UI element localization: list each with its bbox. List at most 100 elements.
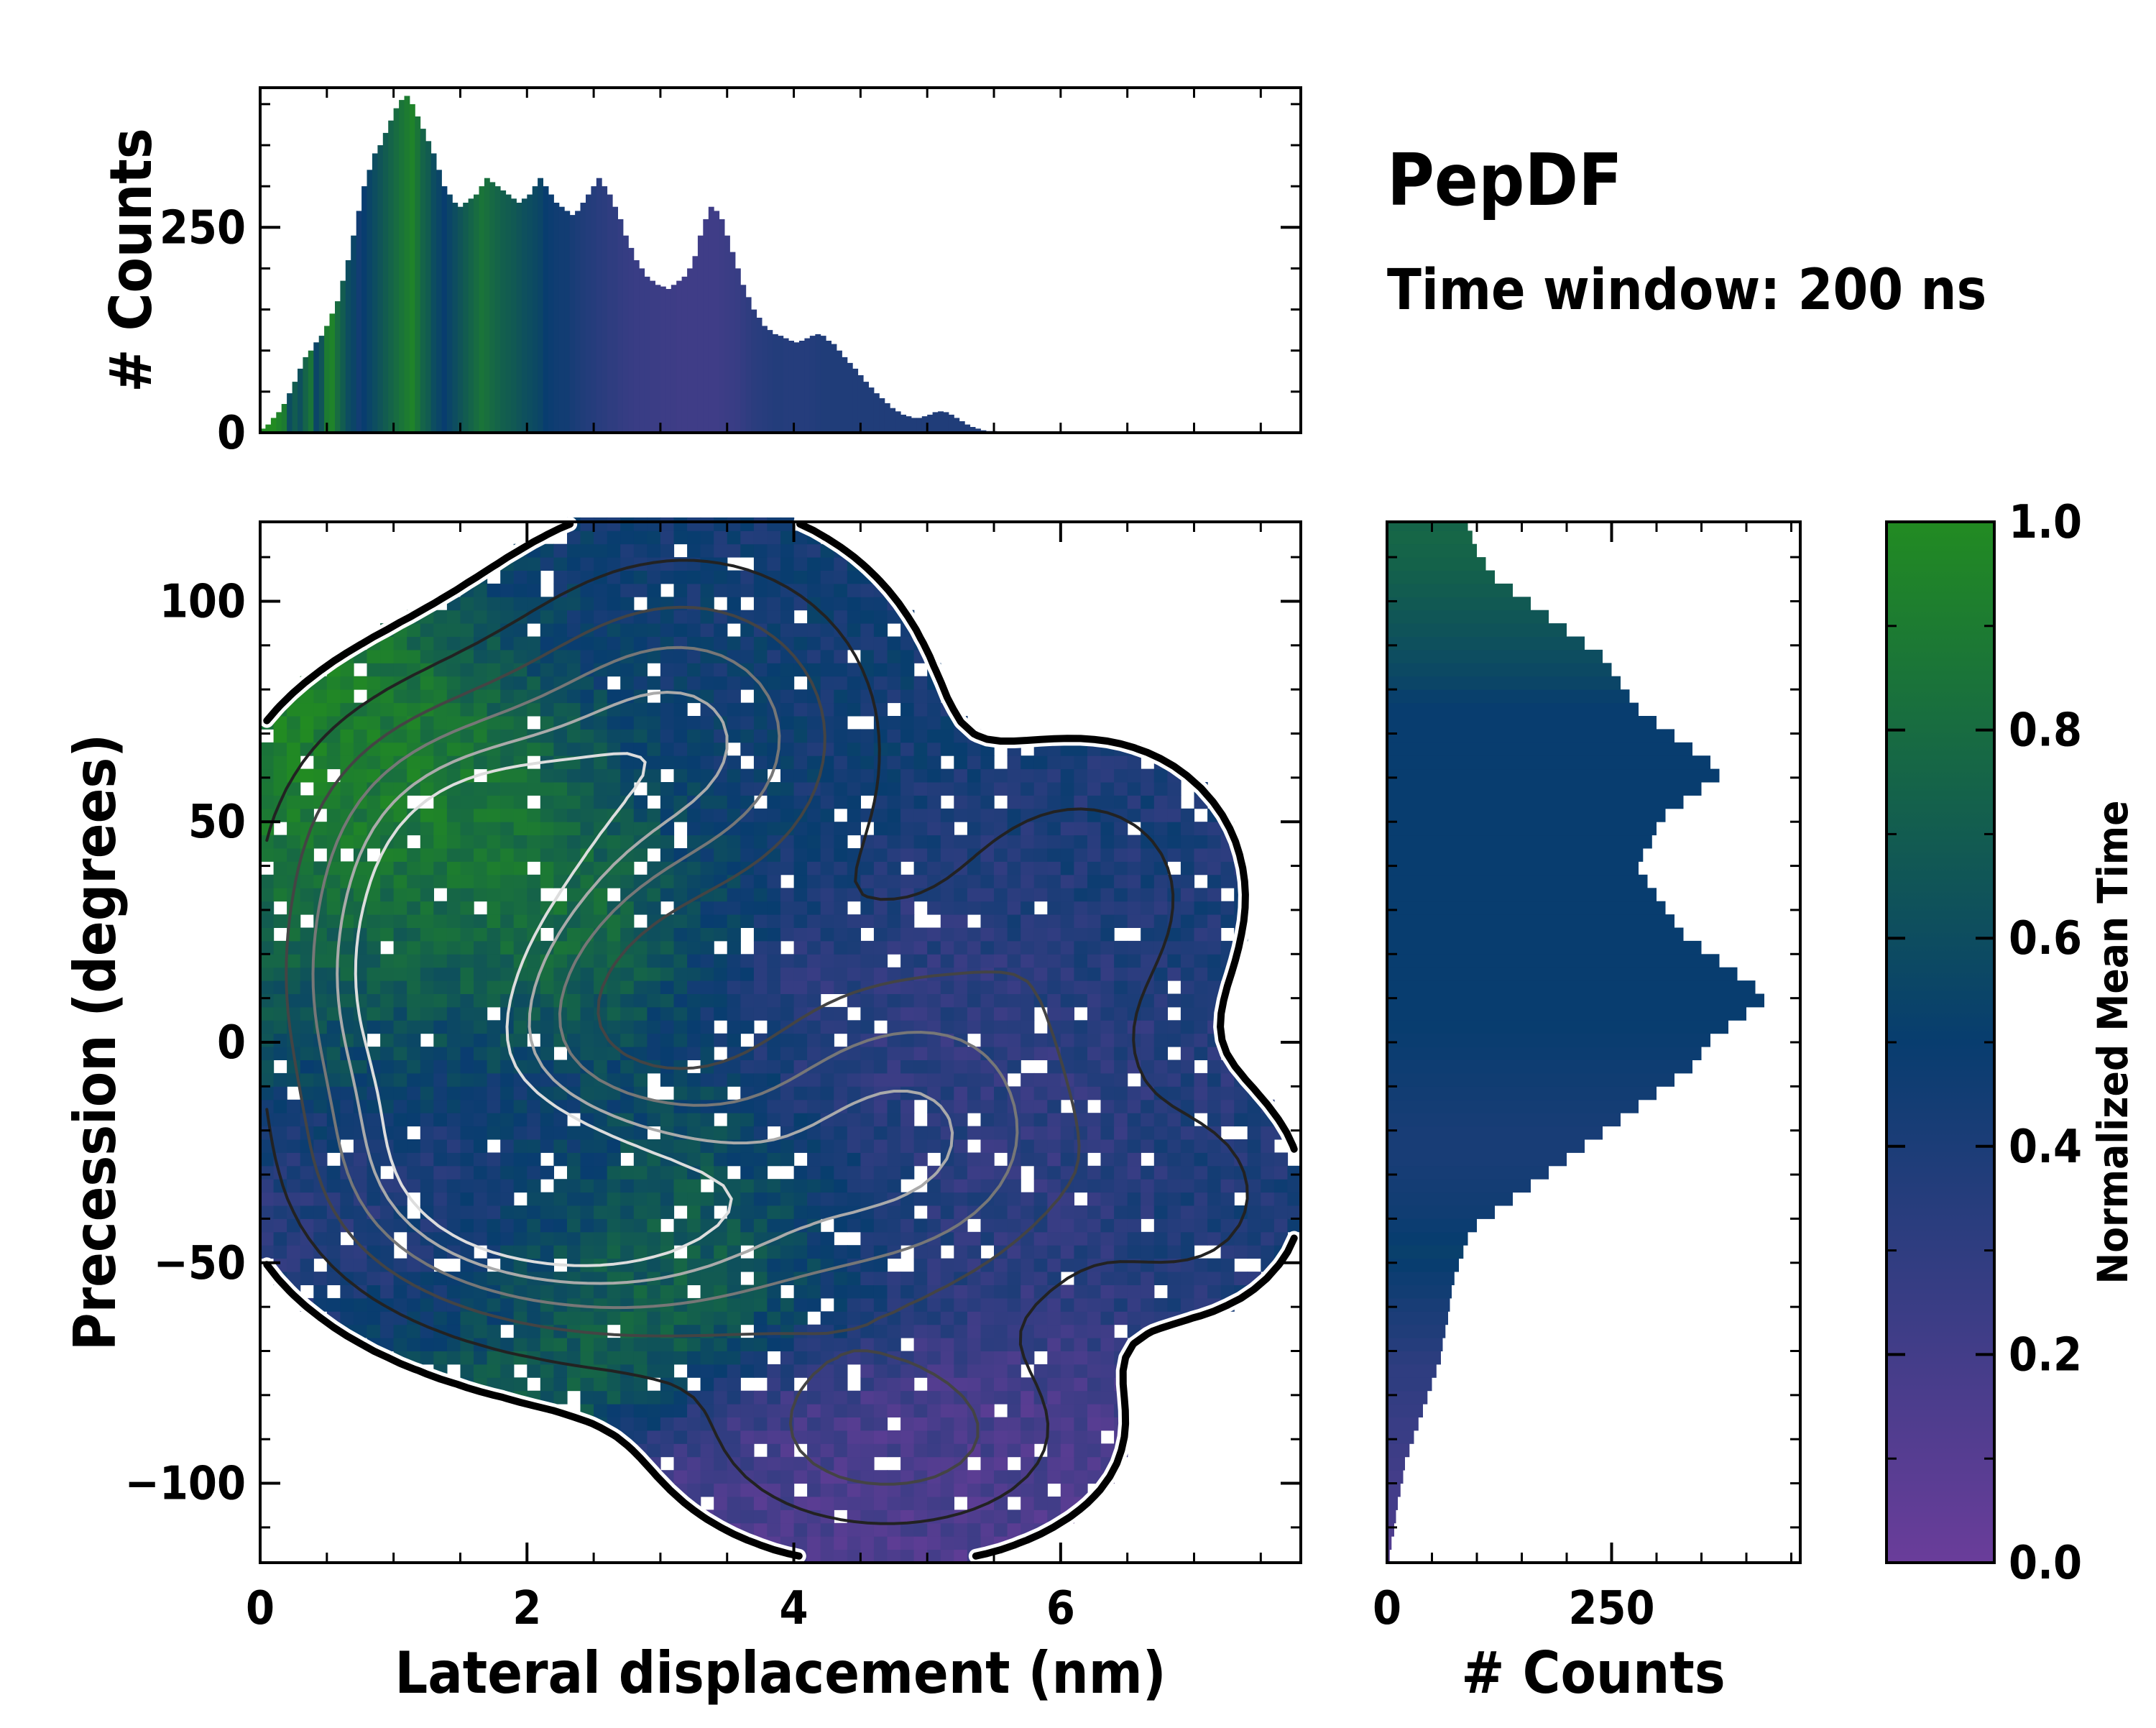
heatmap-cell: [1033, 861, 1048, 876]
heatmap-cell: [980, 1483, 995, 1497]
top-histogram-bar: [420, 129, 426, 433]
heatmap-cell: [487, 1152, 501, 1167]
heatmap-cell: [1141, 1192, 1155, 1206]
heatmap-cell: [460, 1324, 474, 1338]
heatmap-cell: [260, 768, 275, 783]
heatmap-cell: [1153, 1060, 1168, 1074]
heatmap-cell: [780, 848, 795, 862]
heatmap-cell: [767, 1047, 781, 1060]
heatmap-cell: [1127, 1297, 1141, 1312]
heatmap-cell: [1127, 1231, 1141, 1246]
heatmap-cell: [594, 848, 608, 862]
heatmap-cell: [767, 597, 781, 611]
heatmap-cell: [340, 676, 354, 690]
heatmap-cell: [260, 888, 275, 902]
heatmap-cell: [860, 1522, 875, 1537]
heatmap-cell: [673, 1047, 688, 1060]
heatmap-cell: [474, 848, 488, 862]
heatmap-cell: [1100, 1417, 1115, 1431]
heatmap-cell: [834, 755, 848, 770]
heatmap-cell: [834, 1006, 848, 1021]
right-histogram-bar: [1387, 597, 1531, 611]
heatmap-cell: [594, 1404, 608, 1417]
heatmap-cell: [954, 1404, 968, 1417]
heatmap-cell: [633, 663, 648, 677]
heatmap-cell: [753, 1351, 768, 1365]
right-histogram-bar: [1387, 954, 1720, 968]
top-histogram-bar: [276, 412, 282, 433]
heatmap-cell: [647, 768, 661, 783]
heatmap-cell: [433, 1179, 448, 1193]
heatmap-cell: [807, 1192, 821, 1206]
heatmap-cell: [527, 1072, 541, 1087]
heatmap-cell: [807, 1351, 821, 1365]
heatmap-cell: [860, 1272, 875, 1285]
heatmap-cell: [873, 967, 888, 981]
top-histogram-bar: [409, 104, 415, 433]
heatmap-cell: [1100, 1443, 1115, 1458]
heatmap-cell: [793, 663, 808, 677]
heatmap-cell: [393, 1020, 407, 1034]
heatmap-cell: [313, 1272, 328, 1285]
heatmap-cell: [340, 980, 354, 994]
colorbar-tick-label: 0.0: [2009, 1537, 2082, 1590]
heatmap-cell: [513, 597, 528, 611]
heatmap-cell: [807, 1536, 821, 1550]
heatmap-cell: [887, 1033, 901, 1047]
heatmap-cell: [367, 1139, 381, 1153]
heatmap-cell: [326, 1033, 341, 1047]
heatmap-cell: [887, 914, 901, 928]
top-histogram-bar: [906, 416, 912, 433]
right-histogram-bar: [1387, 768, 1720, 783]
heatmap-cell: [887, 1549, 901, 1563]
heatmap-cell: [913, 954, 928, 968]
heatmap-cell: [1287, 1165, 1302, 1180]
heatmap-cell: [673, 1351, 688, 1365]
heatmap-cell: [900, 822, 915, 836]
main-xtick-label: 6: [1046, 1582, 1075, 1635]
heatmap-cell: [647, 1338, 661, 1351]
heatmap-cell: [540, 835, 554, 849]
right-histogram-bar: [1387, 888, 1657, 902]
heatmap-cell: [580, 1205, 594, 1219]
heatmap-cell: [647, 835, 661, 849]
heatmap-cell: [820, 1522, 834, 1537]
heatmap-cell: [980, 1284, 995, 1299]
top-histogram-bar: [644, 276, 650, 433]
heatmap-cell: [1060, 1205, 1074, 1219]
heatmap-cell: [1220, 848, 1235, 862]
heatmap-cell: [714, 1099, 728, 1113]
heatmap-cell: [900, 1218, 915, 1233]
heatmap-cell: [1021, 782, 1035, 796]
heatmap-cell: [820, 1086, 834, 1100]
heatmap-cell: [1047, 874, 1061, 888]
heatmap-cell: [1074, 1404, 1088, 1417]
heatmap-cell: [714, 901, 728, 915]
heatmap-cell: [887, 940, 901, 955]
heatmap-cell: [1100, 967, 1115, 981]
heatmap-cell: [767, 980, 781, 994]
heatmap-cell: [820, 1139, 834, 1153]
heatmap-cell: [620, 1297, 635, 1312]
heatmap-cell: [873, 1099, 888, 1113]
heatmap-cell: [660, 848, 675, 862]
heatmap-cell: [967, 822, 982, 836]
heatmap-cell: [700, 530, 714, 545]
heatmap-cell: [660, 557, 675, 571]
heatmap-cell: [660, 782, 675, 796]
heatmap-cell: [487, 1020, 501, 1034]
heatmap-cell: [287, 782, 301, 796]
heatmap-cell: [1047, 1324, 1061, 1338]
heatmap-cell: [420, 1179, 434, 1193]
heatmap-cell: [527, 742, 541, 756]
heatmap-cell: [767, 861, 781, 876]
heatmap-cell: [913, 861, 928, 876]
heatmap-cell: [994, 1020, 1008, 1034]
heatmap-cell: [954, 1284, 968, 1299]
heatmap-cell: [460, 967, 474, 981]
heatmap-cell: [980, 1272, 995, 1285]
heatmap-cell: [1100, 1139, 1115, 1153]
heatmap-cell: [980, 1404, 995, 1417]
heatmap-cell: [553, 1338, 568, 1351]
heatmap-cell: [567, 729, 581, 743]
